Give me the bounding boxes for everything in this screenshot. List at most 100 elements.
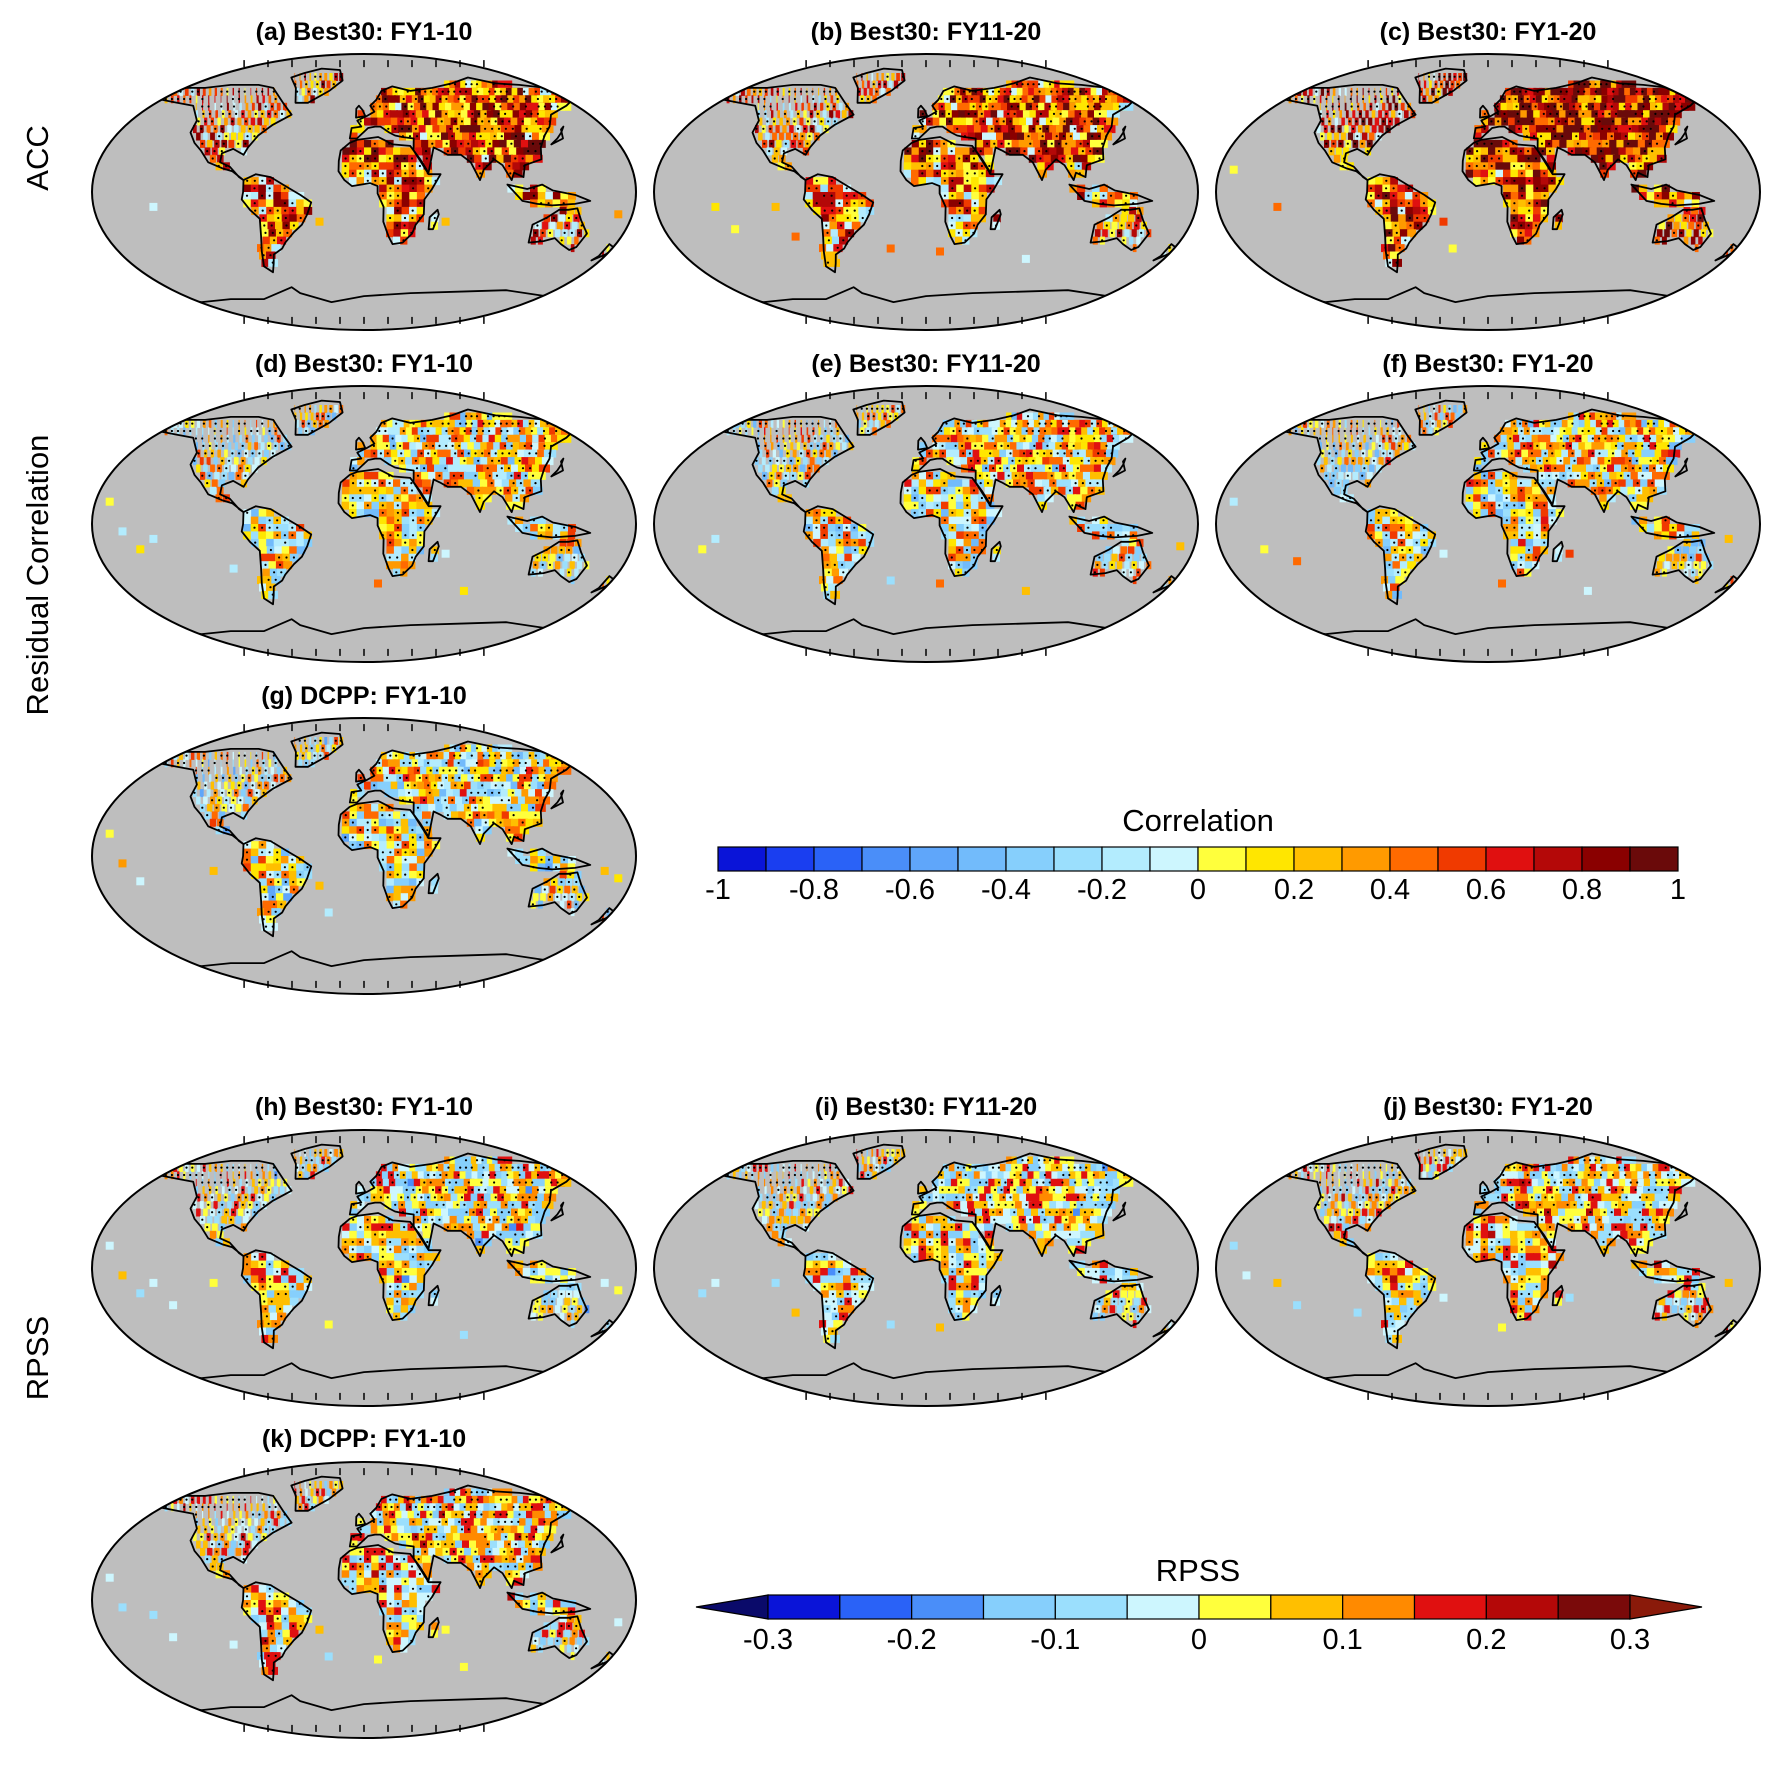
grid-cell <box>1076 516 1086 525</box>
grid-cell <box>1027 147 1037 156</box>
grid-cell <box>1590 125 1601 134</box>
grid-cell <box>1524 229 1533 238</box>
stipple-dot <box>308 407 312 410</box>
stipple-dot <box>524 97 527 101</box>
stipple-dot <box>453 90 456 93</box>
grid-cell <box>504 132 515 141</box>
stipple-dot <box>268 429 271 433</box>
stipple-dot <box>488 142 491 145</box>
stipple-dot <box>921 157 924 160</box>
grid-cell <box>1418 80 1421 89</box>
grid-cell <box>790 110 794 119</box>
stipple-dot <box>504 444 507 447</box>
stipple-dot <box>241 459 244 462</box>
stipple-dot <box>475 415 479 418</box>
grid-cell <box>965 419 975 428</box>
grid-cell <box>482 102 494 111</box>
grid-cell <box>378 139 387 148</box>
coastline <box>1284 84 1417 182</box>
grid-cell <box>843 516 852 525</box>
significance-stippling <box>1288 75 1733 264</box>
grid-cell <box>1544 87 1555 96</box>
stipple-dot <box>1561 135 1564 138</box>
grid-cell <box>948 199 957 208</box>
map-frame-ticks <box>243 60 485 324</box>
stipple-dot <box>992 467 995 470</box>
stipple-dot <box>243 422 246 425</box>
stipple-dot <box>493 105 496 108</box>
stipple-dot <box>413 120 416 123</box>
grid-cell <box>501 479 512 488</box>
grid-cell <box>941 524 950 532</box>
grid-cell <box>772 132 777 141</box>
stipple-dot <box>1645 120 1648 123</box>
grid-cell <box>858 538 867 547</box>
stipple-dot <box>427 519 430 522</box>
stipple-dot <box>560 239 563 242</box>
stipple-dot <box>1605 142 1608 145</box>
stipple-dot <box>1451 83 1454 86</box>
grid-cell <box>232 419 234 428</box>
grid-cell <box>1399 229 1409 238</box>
stipple-dot <box>200 127 203 130</box>
stipple-dot <box>1328 120 1331 123</box>
stipple-dot <box>319 422 322 425</box>
stipple-dot <box>1031 157 1035 160</box>
stipple-dot <box>1530 120 1533 123</box>
stipple-dot <box>391 437 394 440</box>
stipple-dot <box>1515 105 1518 108</box>
grid-cell <box>250 192 259 200</box>
grid-cell <box>1638 184 1648 193</box>
grid-cell <box>296 538 305 547</box>
stipple-dot <box>449 127 452 130</box>
grid-cell <box>506 501 515 510</box>
stipple-dot <box>1400 202 1403 205</box>
stipple-dot <box>1025 429 1028 433</box>
stipple-dot <box>402 429 405 433</box>
stipple-dot <box>487 452 491 455</box>
grid-cell <box>268 95 272 104</box>
grid-cell <box>528 125 540 134</box>
stipple-dot <box>793 422 797 425</box>
stipple-dot <box>372 105 375 108</box>
stipple-dot <box>1407 187 1410 190</box>
stipple-dot <box>226 437 229 440</box>
grid-cell <box>1058 486 1068 495</box>
stipple-dot <box>1046 444 1049 447</box>
stipple-dot <box>845 202 848 205</box>
stipple-dot <box>769 459 772 462</box>
grid-cell <box>224 449 228 458</box>
grid-cell <box>483 132 493 141</box>
stipple-dot <box>966 437 969 440</box>
stipple-dot <box>475 83 479 86</box>
grid-cell <box>1035 457 1046 466</box>
grid-cell <box>1502 162 1511 171</box>
stipple-dot <box>1648 97 1651 101</box>
stipple-dot <box>1588 83 1592 86</box>
stipple-dot <box>268 187 271 190</box>
island-cell <box>149 534 158 543</box>
stipple-dot <box>921 127 924 130</box>
stipple-dot <box>258 452 261 455</box>
island-cell <box>771 202 780 211</box>
stipple-dot <box>1086 97 1089 101</box>
grid-cell <box>289 546 298 555</box>
grid-cell <box>1632 147 1643 156</box>
stipple-dot <box>1553 105 1556 108</box>
grid-cell <box>208 434 210 443</box>
stipple-dot <box>928 164 931 168</box>
grid-cell <box>1352 110 1356 119</box>
stipple-dot <box>512 482 515 485</box>
grid-cell <box>1319 95 1322 104</box>
map-frame-ticks <box>243 392 485 656</box>
stipple-dot <box>1052 482 1055 485</box>
grid-cell <box>273 538 283 547</box>
grid-cell <box>986 177 995 186</box>
stipple-dot <box>784 474 787 477</box>
stipple-dot <box>1611 120 1615 123</box>
grid-cell <box>1534 117 1544 126</box>
stipple-dot <box>1625 120 1628 123</box>
stipple-dot <box>469 157 473 160</box>
stipple-dot <box>396 504 399 507</box>
grid-cell <box>424 117 433 126</box>
